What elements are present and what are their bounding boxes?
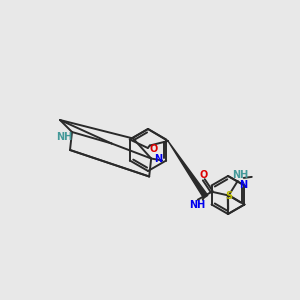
Text: N: N (154, 154, 162, 164)
Polygon shape (168, 141, 208, 198)
Text: NH: NH (56, 132, 72, 142)
Text: S: S (225, 191, 232, 201)
Text: NH: NH (232, 170, 248, 180)
Text: O: O (200, 170, 208, 180)
Text: O: O (150, 144, 158, 154)
Text: NH: NH (189, 200, 205, 210)
Text: N: N (239, 181, 247, 190)
